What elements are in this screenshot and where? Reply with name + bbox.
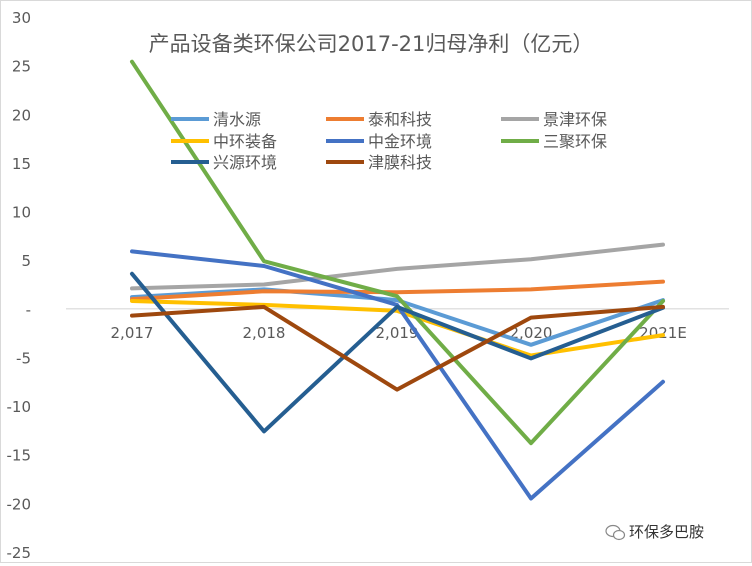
watermark-text: 环保多巴胺 (629, 523, 704, 541)
series-line (130, 249, 665, 501)
legend-label: 兴源环境 (213, 153, 277, 172)
y-tick-label: -25 (7, 544, 32, 562)
legend-label: 景津环保 (543, 110, 607, 129)
x-tick-label: 2,020 (510, 324, 553, 342)
y-tick-label: - (26, 301, 31, 319)
series-line (130, 279, 665, 302)
y-tick-label: -5 (16, 349, 31, 367)
legend-item: 清水源 (171, 110, 261, 129)
chart-title: 产品设备类环保公司2017-21归母净利（亿元） (149, 32, 594, 56)
legend-label: 清水源 (213, 110, 261, 129)
y-tick-label: 30 (12, 9, 31, 27)
legend-item: 兴源环境 (171, 153, 277, 172)
legend-item: 景津环保 (501, 110, 607, 129)
x-tick-label: 2,019 (376, 324, 419, 342)
wechat-icon (605, 524, 626, 541)
y-tick-label: 10 (12, 204, 31, 222)
legend-item: 泰和科技 (326, 110, 432, 129)
legend-label: 泰和科技 (368, 110, 432, 129)
legend-item: 三聚环保 (501, 132, 607, 151)
y-tick-label: 5 (21, 252, 31, 270)
legend-label: 中金环境 (368, 132, 432, 151)
y-tick-label: -10 (7, 398, 32, 416)
legend-item: 中金环境 (326, 132, 432, 151)
series-line (130, 299, 665, 358)
series-line (130, 242, 665, 291)
x-tick-label: 2,017 (111, 324, 154, 342)
legend-item: 中环装备 (171, 132, 277, 151)
series-line (130, 304, 665, 392)
series-line (130, 271, 665, 434)
watermark: 环保多巴胺 (605, 523, 704, 541)
x-tick-label: 2,018 (243, 324, 286, 342)
legend-label: 中环装备 (213, 132, 277, 151)
y-tick-label: 20 (12, 106, 31, 124)
y-tick-label: -20 (7, 495, 32, 513)
legend-label: 三聚环保 (543, 132, 607, 151)
y-tick-label: -15 (7, 447, 32, 465)
legend-item: 津膜科技 (326, 153, 432, 172)
y-tick-label: 25 (12, 58, 31, 76)
series-line (130, 59, 665, 446)
y-tick-label: 15 (12, 155, 31, 173)
legend-label: 津膜科技 (368, 153, 432, 172)
